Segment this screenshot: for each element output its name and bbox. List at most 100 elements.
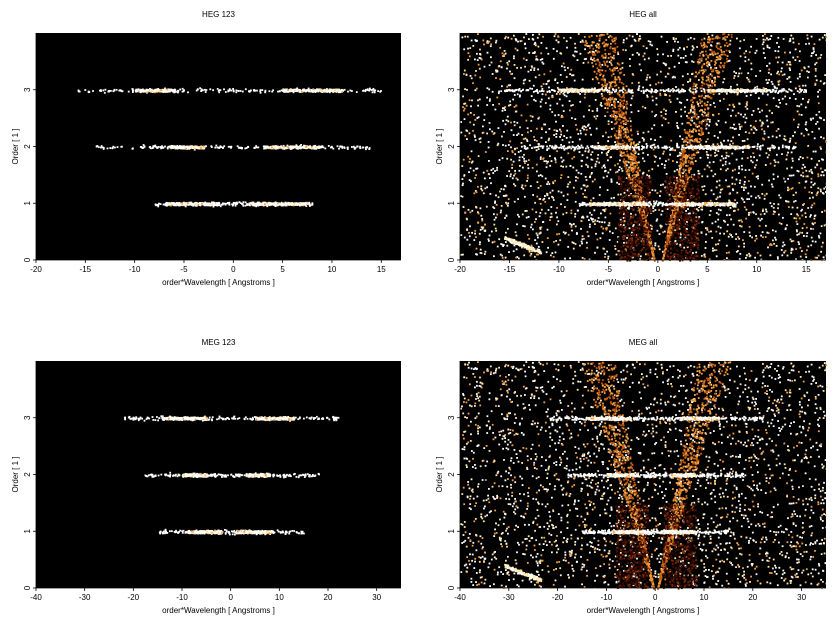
heatmap-pixel <box>583 237 585 240</box>
heatmap-pixel <box>504 106 507 108</box>
heatmap-pixel <box>804 186 806 189</box>
heatmap-pixel <box>579 244 581 247</box>
heatmap-pixel <box>523 153 525 156</box>
heatmap-pixel <box>460 121 462 123</box>
heatmap-pixel <box>486 169 489 172</box>
heatmap-pixel <box>364 90 367 93</box>
heatmap-pixel <box>321 146 324 148</box>
heatmap-pixel <box>724 157 727 159</box>
heatmap-pixel <box>716 143 719 145</box>
heatmap-pixel <box>759 119 762 122</box>
heatmap-pixel <box>256 89 258 92</box>
heatmap-pixel <box>612 67 615 70</box>
heatmap-pixel <box>715 212 718 214</box>
heatmap-pixel <box>758 97 760 100</box>
heatmap-pixel <box>467 208 470 211</box>
heatmap-pixel <box>521 184 524 187</box>
heatmap-pixel <box>725 252 728 254</box>
heatmap-pixel <box>748 198 750 200</box>
heatmap-pixel <box>327 145 330 147</box>
heatmap-pixel <box>607 151 609 153</box>
heatmap-pixel <box>549 104 552 107</box>
heatmap-pixel <box>314 90 317 92</box>
heatmap-pixel <box>687 132 689 134</box>
heatmap-pixel <box>543 123 545 126</box>
heatmap-pixel <box>672 160 674 162</box>
heatmap-pixel <box>761 231 764 233</box>
heatmap-pixel <box>515 38 518 41</box>
heatmap-pixel <box>750 159 753 162</box>
heatmap-pixel <box>369 88 371 91</box>
heatmap-pixel <box>651 257 654 260</box>
heatmap-pixel <box>559 128 561 131</box>
heatmap-pixel <box>678 46 681 49</box>
heatmap-pixel <box>654 156 657 158</box>
heatmap-pixel <box>495 41 497 44</box>
heatmap-pixel <box>694 160 697 162</box>
heatmap-pixel <box>561 104 564 107</box>
heatmap-pixel <box>507 204 509 207</box>
heatmap-pixel <box>286 88 288 91</box>
heatmap-pixel <box>757 175 759 177</box>
heatmap-pixel <box>733 209 736 212</box>
heatmap-pixel <box>560 203 562 206</box>
heatmap-pixel <box>727 33 730 36</box>
heatmap-pixel <box>717 120 720 122</box>
heatmap-pixel <box>630 44 633 47</box>
heatmap-pixel <box>744 105 747 108</box>
heatmap-pixel <box>323 89 325 92</box>
heatmap-pixel <box>773 203 775 205</box>
heatmap-pixel <box>711 70 714 73</box>
heatmap-pixel <box>820 54 823 56</box>
heatmap-pixel <box>491 90 494 93</box>
heatmap-pixel <box>728 59 731 62</box>
heatmap-pixel <box>337 91 340 94</box>
heatmap-pixel <box>496 70 499 73</box>
heatmap-pixel <box>614 135 617 138</box>
heatmap-pixel <box>486 96 488 99</box>
heatmap-pixel <box>767 81 769 84</box>
heatmap-pixel <box>481 189 484 192</box>
heatmap-pixel <box>784 228 787 231</box>
heatmap-pixel <box>781 74 784 76</box>
heatmap-pixel <box>631 149 634 152</box>
heatmap-pixel <box>368 87 371 90</box>
heatmap-pixel <box>770 205 773 208</box>
heatmap-pixel <box>562 213 565 216</box>
heatmap-pixel <box>775 136 778 139</box>
heatmap-pixel <box>236 203 238 205</box>
heatmap-pixel <box>555 136 558 138</box>
heatmap-pixel <box>716 42 719 45</box>
heatmap-pixel <box>528 79 531 82</box>
heatmap-pixel <box>286 144 289 147</box>
heatmap-pixel <box>202 146 205 148</box>
heatmap-pixel <box>468 171 470 173</box>
heatmap-pixel <box>580 187 583 190</box>
heatmap-pixel <box>584 126 587 129</box>
heatmap-pixel <box>812 52 814 54</box>
heatmap-pixel <box>324 90 326 93</box>
heatmap-pixel <box>504 144 507 147</box>
heatmap-pixel <box>796 233 799 236</box>
heatmap-pixel <box>649 84 652 87</box>
heatmap-pixel <box>506 244 509 247</box>
heatmap-pixel <box>705 227 707 230</box>
heatmap-pixel <box>636 130 639 133</box>
heatmap-pixel <box>468 99 471 102</box>
heatmap-pixel <box>638 199 641 202</box>
heatmap-pixel <box>697 151 700 154</box>
heatmap-pixel <box>729 207 732 209</box>
heatmap-pixel <box>483 253 486 255</box>
heatmap-pixel <box>102 148 105 150</box>
heatmap-pixel <box>341 145 344 148</box>
heatmap-pixel <box>564 232 566 235</box>
heatmap-pixel <box>777 257 779 260</box>
heatmap-pixel <box>599 104 602 106</box>
heatmap-pixel <box>739 224 741 227</box>
heatmap-pixel <box>152 145 155 148</box>
heatmap-pixel <box>705 127 708 130</box>
heatmap-pixel <box>739 128 741 130</box>
heatmap-pixel <box>342 89 345 92</box>
heatmap-pixel <box>284 90 286 93</box>
heatmap-pixel <box>755 129 758 131</box>
